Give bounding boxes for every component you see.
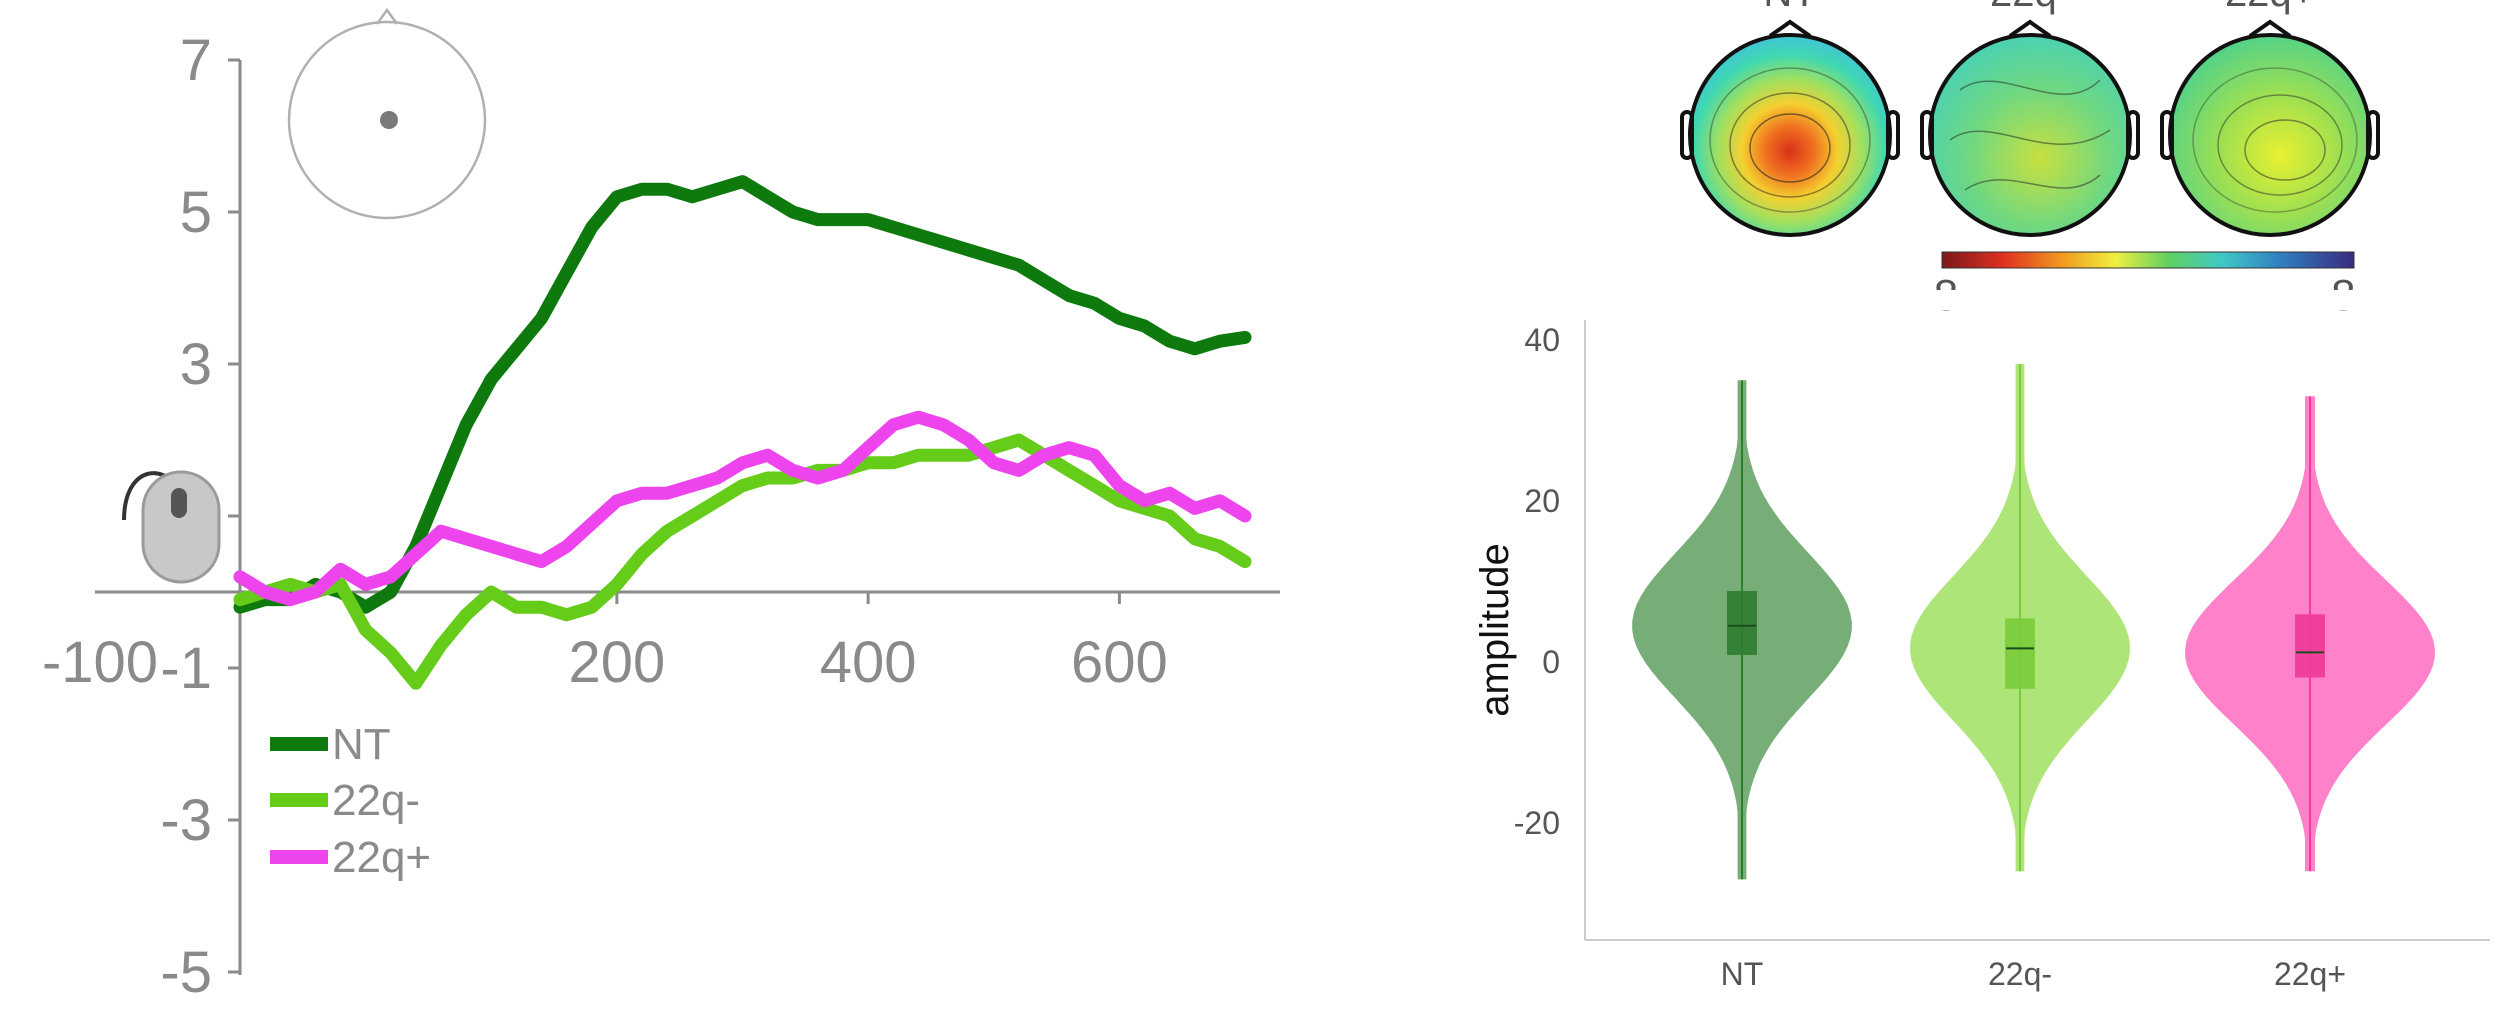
erp-y-tick-label: -3 xyxy=(160,788,212,853)
violin-box xyxy=(2005,618,2035,689)
topomap-panel: NT 22q- 22q+ xyxy=(1680,0,2380,320)
mouse-icon xyxy=(122,470,221,584)
violin-x-tick-label: 22q- xyxy=(1988,956,2052,992)
violin-y-tick-label: 0 xyxy=(1542,644,1560,680)
erp-x-tick-label: 600 xyxy=(1071,630,1168,695)
electrode-head-icon xyxy=(287,7,487,220)
violins xyxy=(1632,364,2435,880)
violin-y-tick-label: 20 xyxy=(1524,483,1560,519)
erp-legend: NT 22q- 22q+ xyxy=(270,720,431,882)
erp-series-line-22qplus xyxy=(233,410,1252,607)
erp-y-tick-label: -5 xyxy=(160,940,212,1005)
violin-box xyxy=(2295,614,2325,678)
erp-lines xyxy=(233,175,1252,690)
topomap-22q-plus xyxy=(2160,19,2380,237)
topomap-title-22q-minus: 22q- xyxy=(1990,0,2070,15)
topomap-title-22q-plus: 22q+ xyxy=(2225,0,2315,15)
erp-y-tick-label: 3 xyxy=(180,332,212,397)
legend-label-nt: NT xyxy=(332,720,391,769)
topomap-title-nt: NT xyxy=(1763,0,1816,15)
violin-mask xyxy=(1400,290,2500,310)
erp-y-tick-label: 5 xyxy=(180,180,212,245)
erp-x-tick-label: 400 xyxy=(820,630,917,695)
violin-plot: amplitude 40 20 0 -20 NT 22q- 22q+ xyxy=(1400,290,2500,992)
topomap-22q-minus xyxy=(1920,19,2140,237)
erp-y-tick-label: 7 xyxy=(180,28,212,93)
violin-x-tick-label: NT xyxy=(1721,956,1764,992)
violin-y-label: amplitude xyxy=(1473,543,1517,716)
erp-x-tick-label: -100 xyxy=(42,630,158,695)
topomap-nt xyxy=(1680,19,1900,237)
erp-series-line-nt xyxy=(233,175,1252,614)
violin-y-tick-label: -20 xyxy=(1514,805,1560,841)
colorbar xyxy=(1941,251,2355,269)
legend-label-22q-minus: 22q- xyxy=(332,776,420,825)
legend-label-22q-plus: 22q+ xyxy=(332,833,431,882)
violin-box xyxy=(1727,590,1757,655)
erp-x-tick-label: 200 xyxy=(568,630,665,695)
erp-y-tick-label: -1 xyxy=(160,636,212,701)
violin-x-tick-label: 22q+ xyxy=(2274,956,2346,992)
violin-y-tick-label: 40 xyxy=(1524,322,1560,358)
erp-series-line-22qminus xyxy=(233,433,1252,690)
violin-ticks: 40 20 0 -20 NT 22q- 22q+ xyxy=(1514,322,2346,992)
